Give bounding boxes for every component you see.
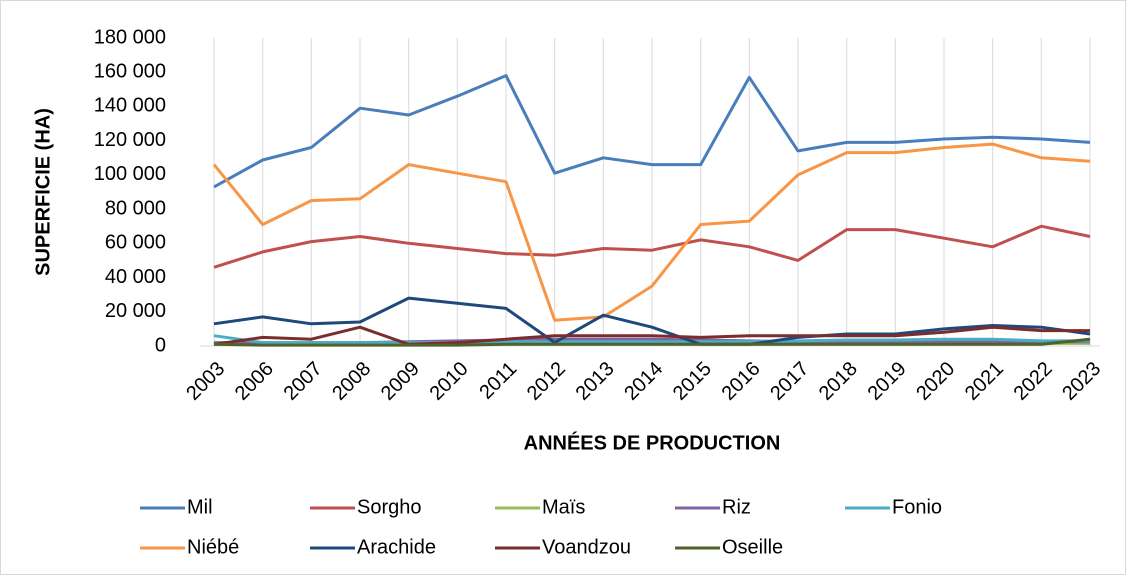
- legend-label: Fonio: [892, 496, 942, 518]
- legend-label: Sorgho: [357, 496, 422, 518]
- legend-label: Riz: [722, 496, 751, 518]
- series-line: [213, 296, 1091, 346]
- legend-label: Niébé: [187, 536, 239, 558]
- y-tick-label: 0: [155, 334, 166, 356]
- legend-label: Oseille: [722, 536, 783, 558]
- y-tick-label: 100 000: [94, 163, 166, 185]
- series-line: [213, 334, 1090, 345]
- legend-label: Mil: [187, 496, 213, 518]
- y-tick-label: 120 000: [94, 129, 166, 151]
- legend-label: Maïs: [542, 496, 585, 518]
- x-axis-title: ANNÉES DE PRODUCTION: [524, 431, 781, 454]
- series-line: [213, 325, 1090, 346]
- y-tick-label: 20 000: [105, 300, 166, 322]
- y-tick-label: 160 000: [94, 61, 166, 83]
- y-tick-label: 60 000: [105, 232, 166, 254]
- legend-label: Voandzou: [542, 536, 631, 558]
- y-tick-label: 180 000: [94, 26, 166, 48]
- y-axis-title: SUPERFICIE (HA): [32, 108, 54, 276]
- series-line: [213, 74, 1091, 189]
- y-tick-label: 140 000: [94, 95, 166, 117]
- series-line: [213, 224, 1091, 269]
- y-tick-label: 40 000: [105, 266, 166, 288]
- y-tick-label: 80 000: [105, 197, 166, 219]
- series-line: [213, 337, 1091, 347]
- series-line: [212, 142, 1091, 322]
- legend-label: Arachide: [357, 536, 436, 558]
